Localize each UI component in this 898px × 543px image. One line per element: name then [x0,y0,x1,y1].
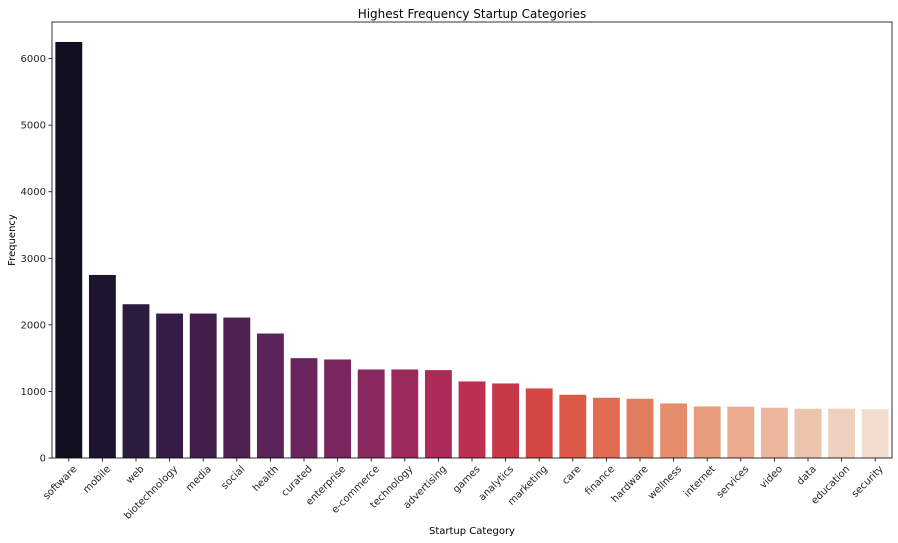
x-axis-label: Startup Category [429,526,515,537]
x-tick-label: games [451,464,483,496]
x-tick-label: health [251,464,281,494]
bar-data [794,408,822,458]
bar-biotechnology [156,313,184,458]
y-tick-label: 2000 [21,320,46,331]
chart-title: Highest Frequency Startup Categories [358,7,587,21]
y-tick-label: 1000 [21,387,46,398]
bar-finance [592,397,620,458]
bar-video [760,407,788,458]
bar-mobile [88,274,116,458]
x-tick-label: mobile [81,464,113,496]
x-tick-label: data [795,464,819,488]
x-tick-label: software [41,464,79,502]
bar-wellness [660,403,688,458]
bar-e-commerce [357,369,385,458]
x-tick-label: care [560,464,583,487]
plot-area [55,41,889,458]
y-tick-label: 3000 [21,254,46,265]
bar-social [223,317,251,458]
bar-hardware [626,398,654,458]
bar-internet [693,406,721,458]
bar-security [861,409,889,458]
x-tick-label: hardware [610,464,651,505]
y-tick-label: 4000 [21,187,46,198]
bar-enterprise [324,359,352,458]
bar-advertising [424,370,452,458]
y-axis: 0 1000 2000 3000 4000 5000 6000 [21,54,52,465]
x-tick-label: security [850,464,886,500]
bar-health [256,333,284,458]
y-tick-label: 6000 [21,54,46,65]
x-tick-label: wellness [646,464,684,502]
y-tick-label: 0 [40,454,46,465]
y-axis-label: Frequency [7,214,18,266]
bar-media [189,313,217,458]
x-tick-label: media [184,464,214,494]
bar-care [559,394,587,458]
bar-analytics [492,383,520,458]
bar-web [122,304,150,458]
bar-software [55,41,83,458]
bar-games [458,381,486,458]
x-tick-label: finance [583,464,617,498]
x-tick-label: web [124,464,146,486]
y-tick-label: 5000 [21,121,46,132]
x-tick-label: video [758,464,785,491]
x-tick-label: internet [682,464,718,500]
x-tick-label: social [220,464,248,492]
bar-curated [290,358,318,458]
bar-services [727,406,755,458]
bar-education [828,408,856,458]
bar-technology [391,369,419,458]
bar-marketing [525,388,553,458]
x-tick-label: services [715,464,752,501]
